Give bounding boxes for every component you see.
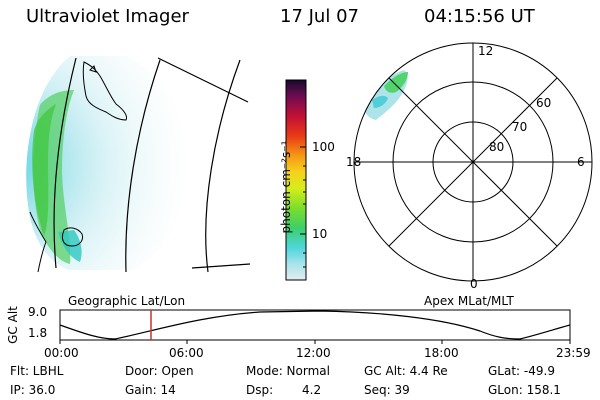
mlt-label-6: 6: [577, 155, 585, 169]
altitude-ticks: [59, 340, 571, 344]
altitude-xtick-1800: 18:00: [424, 346, 459, 360]
info-gain: Gain: 14: [125, 383, 176, 397]
info-ip: IP: 36.0: [10, 383, 56, 397]
polar-grid: [353, 42, 593, 282]
info-filter: Flt: LBHL: [10, 364, 64, 378]
altitude-curve: [59, 310, 571, 340]
time-label: 04:15:56 UT: [424, 6, 535, 27]
info-dsp-label: Dsp:: [246, 383, 274, 397]
mlat-label-60: 60: [536, 96, 552, 110]
altitude-xtick-1200: 12:00: [296, 346, 331, 360]
mlat-label-70: 70: [512, 120, 528, 134]
geographic-image: [26, 56, 190, 270]
instrument-title: Ultraviolet Imager: [26, 6, 189, 27]
map-gridlines: [53, 57, 251, 273]
colorbar-ticks: [300, 146, 306, 268]
info-glon: GLon: 158.1: [488, 383, 561, 397]
altitude-ytick-low: 1.8: [28, 326, 48, 340]
date-label: 17 Jul 07: [280, 6, 359, 27]
info-seq: Seq: 39: [364, 383, 410, 397]
info-glat: GLat: -49.9: [488, 364, 555, 378]
altitude-xtick-2359: 23:59: [556, 346, 591, 360]
coastlines: [29, 61, 127, 273]
altitude-xtick-0000: 00:00: [44, 346, 79, 360]
colorbar-label: photon cm⁻²s⁻¹: [279, 140, 293, 234]
altitude-ytick-high: 9.0: [28, 305, 48, 319]
map-caption: Geographic Lat/Lon: [68, 294, 186, 308]
info-mode: Mode: Normal: [246, 364, 330, 378]
mlt-label-0: 0: [470, 277, 478, 291]
info-door: Door: Open: [125, 364, 194, 378]
colorbar: [285, 79, 307, 281]
altitude-xtick-0600: 06:00: [169, 346, 204, 360]
polar-plot: [353, 42, 593, 282]
polar-aurora: [364, 70, 408, 120]
info-dsp-value: 4.2: [302, 383, 322, 397]
altitude-ylabel: GC Alt: [5, 306, 20, 344]
colorbar-tick-100: 100: [312, 140, 335, 154]
colorbar-tick-10: 10: [312, 227, 328, 241]
mlat-label-80: 80: [489, 140, 505, 154]
altitude-plot: [59, 309, 571, 344]
mlt-label-18: 18: [346, 155, 362, 169]
mlt-label-12: 12: [478, 44, 494, 58]
info-gc-alt: GC Alt: 4.4 Re: [364, 364, 448, 378]
polar-caption: Apex MLat/MLT: [424, 294, 514, 308]
